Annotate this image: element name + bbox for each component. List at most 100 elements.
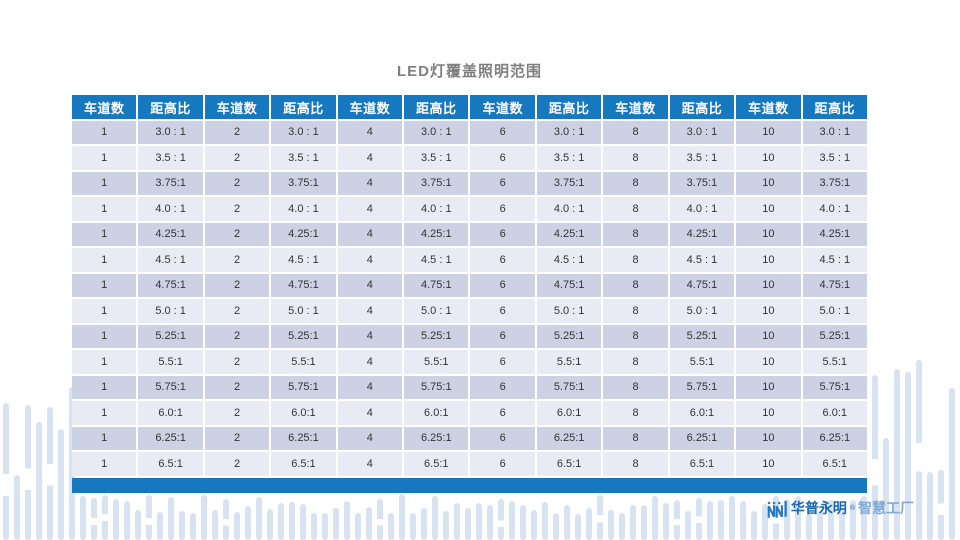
background-bar xyxy=(421,508,427,540)
ratio-cell: 5.0 : 1 xyxy=(404,299,469,323)
ratio-cell: 3.75:1 xyxy=(404,171,469,195)
background-bar xyxy=(685,511,691,540)
background-bar xyxy=(597,495,603,540)
brand-logo: 华普永明 ® 智慧工厂 xyxy=(767,498,914,518)
lane-count-cell: 10 xyxy=(736,222,801,246)
lane-count-cell: 6 xyxy=(470,452,535,476)
lane-count-cell: 2 xyxy=(204,324,270,348)
lane-count-cell: 10 xyxy=(736,375,801,399)
lane-count-cell: 2 xyxy=(204,375,270,399)
ratio-cell: 5.75:1 xyxy=(404,375,469,399)
background-bar xyxy=(289,502,295,540)
trademark-mark: ® xyxy=(849,504,855,512)
background-bar xyxy=(212,510,218,540)
lane-count-cell: 4 xyxy=(337,171,403,195)
background-bar xyxy=(344,501,350,540)
lane-count-cell: 1 xyxy=(72,146,137,170)
ratio-cell: 6.5:1 xyxy=(536,452,602,476)
ratio-cell: 5.75:1 xyxy=(271,375,336,399)
lane-count-cell: 2 xyxy=(204,452,270,476)
background-bar xyxy=(619,513,625,540)
ratio-cell: 6.25:1 xyxy=(271,426,336,450)
lane-count-cell: 4 xyxy=(337,375,403,399)
lane-count-cell: 4 xyxy=(337,120,403,144)
background-bar xyxy=(784,499,790,540)
ratio-cell: 3.5 : 1 xyxy=(404,146,469,170)
background-bar xyxy=(432,496,438,540)
background-bar xyxy=(245,506,251,540)
background-bar xyxy=(267,509,273,540)
lane-count-cell: 2 xyxy=(204,350,270,374)
background-bar xyxy=(399,494,405,540)
ratio-cell: 5.5:1 xyxy=(536,350,602,374)
lane-count-cell: 10 xyxy=(736,299,801,323)
lane-count-cell: 8 xyxy=(603,171,668,195)
background-bar xyxy=(311,513,317,540)
background-bar xyxy=(487,505,493,540)
lane-count-cell: 2 xyxy=(204,426,270,450)
background-bar xyxy=(718,500,724,540)
background-bar xyxy=(916,360,922,540)
lane-count-cell: 1 xyxy=(72,426,137,450)
ratio-cell: 5.5:1 xyxy=(802,350,867,374)
background-bar xyxy=(751,511,757,540)
lane-count-cell: 6 xyxy=(470,146,535,170)
header-cell-lanes: 车道数 xyxy=(72,95,137,119)
lane-count-cell: 8 xyxy=(603,401,668,425)
factory-icon xyxy=(767,498,788,518)
ratio-cell: 4.25:1 xyxy=(669,222,735,246)
background-bar xyxy=(410,513,416,540)
ratio-cell: 3.0 : 1 xyxy=(138,120,203,144)
header-cell-lanes: 车道数 xyxy=(204,95,270,119)
lane-count-cell: 1 xyxy=(72,299,137,323)
background-bar xyxy=(223,499,229,540)
background-bar xyxy=(234,512,240,540)
ratio-cell: 4.0 : 1 xyxy=(404,197,469,221)
lane-count-cell: 4 xyxy=(337,197,403,221)
lane-count-cell: 8 xyxy=(603,452,668,476)
lane-count-cell: 4 xyxy=(337,426,403,450)
ratio-cell: 4.0 : 1 xyxy=(536,197,602,221)
ratio-cell: 5.5:1 xyxy=(271,350,336,374)
ratio-cell: 6.25:1 xyxy=(138,426,203,450)
coverage-table: 车道数 距高比 车道数 距高比 车道数 距高比 车道数 距高比 车道数 距高比 车道数 距高比 1 3.0… xyxy=(72,95,867,493)
background-bar xyxy=(47,407,53,540)
background-bar xyxy=(300,504,306,540)
lane-count-cell: 8 xyxy=(603,273,668,297)
background-bar xyxy=(256,497,262,540)
background-bar xyxy=(443,511,449,540)
lane-count-cell: 8 xyxy=(603,120,668,144)
background-bar xyxy=(124,501,130,540)
header-cell-ratio: 距高比 xyxy=(536,95,602,119)
background-bar xyxy=(674,500,680,540)
ratio-cell: 4.5 : 1 xyxy=(271,248,336,272)
lane-count-cell: 8 xyxy=(603,146,668,170)
lane-count-cell: 6 xyxy=(470,324,535,348)
lane-count-cell: 10 xyxy=(736,273,801,297)
lane-count-cell: 10 xyxy=(736,452,801,476)
lane-count-cell: 8 xyxy=(603,222,668,246)
ratio-cell: 5.25:1 xyxy=(138,324,203,348)
header-cell-ratio: 距高比 xyxy=(138,95,203,119)
background-bar xyxy=(553,513,559,540)
lane-count-cell: 1 xyxy=(72,120,137,144)
lane-count-cell: 1 xyxy=(72,273,137,297)
ratio-cell: 4.5 : 1 xyxy=(138,248,203,272)
lane-count-cell: 10 xyxy=(736,426,801,450)
lane-count-cell: 2 xyxy=(204,299,270,323)
background-bar xyxy=(773,496,779,540)
ratio-cell: 3.0 : 1 xyxy=(536,120,602,144)
header-cell-lanes: 车道数 xyxy=(337,95,403,119)
lane-count-cell: 1 xyxy=(72,324,137,348)
background-bar xyxy=(542,502,548,540)
header-cell-ratio: 距高比 xyxy=(802,95,867,119)
background-bar xyxy=(883,438,889,540)
ratio-cell: 3.75:1 xyxy=(802,171,867,195)
lane-count-cell: 1 xyxy=(72,171,137,195)
background-bar xyxy=(190,513,196,540)
page-title: LED灯覆盖照明范围 xyxy=(396,63,542,80)
background-bar xyxy=(861,496,867,540)
ratio-cell: 4.5 : 1 xyxy=(404,248,469,272)
lane-count-cell: 2 xyxy=(204,273,270,297)
background-bar xyxy=(663,503,669,540)
